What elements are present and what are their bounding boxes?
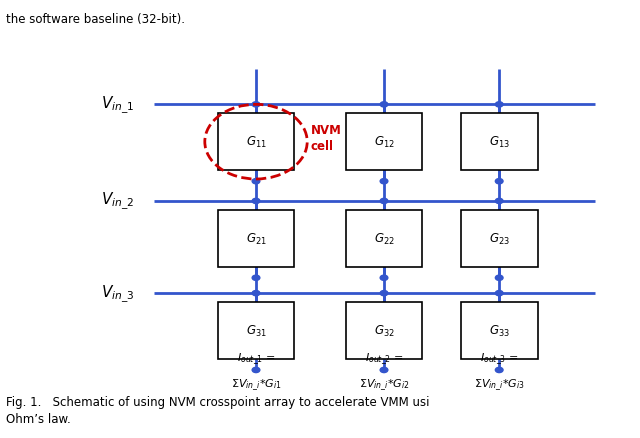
Text: $G_{33}$: $G_{33}$ — [489, 323, 509, 338]
Text: $V_{in\_2}$: $V_{in\_2}$ — [101, 191, 134, 212]
Circle shape — [495, 179, 503, 184]
Circle shape — [380, 367, 388, 373]
Bar — [346, 210, 422, 267]
Text: $\Sigma V_{in\_i}$$*G_{i3}$: $\Sigma V_{in\_i}$$*G_{i3}$ — [474, 376, 525, 392]
Circle shape — [380, 179, 388, 184]
Text: $V_{in\_3}$: $V_{in\_3}$ — [101, 283, 134, 304]
Circle shape — [495, 291, 503, 296]
Text: the software baseline (32-bit).: the software baseline (32-bit). — [6, 13, 186, 26]
Bar — [461, 114, 538, 171]
Circle shape — [495, 367, 503, 373]
Text: $G_{32}$: $G_{32}$ — [374, 323, 394, 338]
Bar — [218, 302, 294, 359]
Bar — [346, 302, 422, 359]
Text: $I_{out\_2}$ =: $I_{out\_2}$ = — [365, 351, 403, 367]
Text: Fig. 1.   Schematic of using NVM crosspoint array to accelerate VMM usi
Ohm’s la: Fig. 1. Schematic of using NVM crosspoin… — [6, 395, 430, 425]
Text: $\Sigma V_{in\_i}$$*G_{i1}$: $\Sigma V_{in\_i}$$*G_{i1}$ — [230, 376, 282, 392]
Text: $G_{11}$: $G_{11}$ — [246, 135, 266, 150]
Circle shape — [252, 367, 260, 373]
Text: $G_{12}$: $G_{12}$ — [374, 135, 394, 150]
Text: $\Sigma V_{in\_i}$$*G_{i2}$: $\Sigma V_{in\_i}$$*G_{i2}$ — [358, 376, 410, 392]
Circle shape — [252, 102, 260, 108]
Circle shape — [495, 102, 503, 108]
Circle shape — [380, 291, 388, 296]
Bar — [346, 114, 422, 171]
Text: $I_{out\_3}$ =: $I_{out\_3}$ = — [480, 351, 518, 367]
Bar — [218, 114, 294, 171]
Circle shape — [252, 276, 260, 281]
Bar — [461, 302, 538, 359]
Text: $V_{in\_1}$: $V_{in\_1}$ — [101, 95, 134, 116]
Text: $G_{22}$: $G_{22}$ — [374, 231, 394, 246]
Circle shape — [252, 179, 260, 184]
Text: $G_{23}$: $G_{23}$ — [489, 231, 509, 246]
Text: $G_{13}$: $G_{13}$ — [489, 135, 509, 150]
Circle shape — [252, 199, 260, 204]
Bar — [218, 210, 294, 267]
Circle shape — [380, 276, 388, 281]
Text: $G_{21}$: $G_{21}$ — [246, 231, 266, 246]
Circle shape — [495, 276, 503, 281]
Text: NVM
cell: NVM cell — [310, 124, 341, 152]
Bar — [461, 210, 538, 267]
Circle shape — [380, 199, 388, 204]
Text: $I_{out\_1}$ =: $I_{out\_1}$ = — [237, 351, 275, 367]
Circle shape — [380, 102, 388, 108]
Circle shape — [252, 291, 260, 296]
Text: $G_{31}$: $G_{31}$ — [246, 323, 266, 338]
Circle shape — [495, 199, 503, 204]
